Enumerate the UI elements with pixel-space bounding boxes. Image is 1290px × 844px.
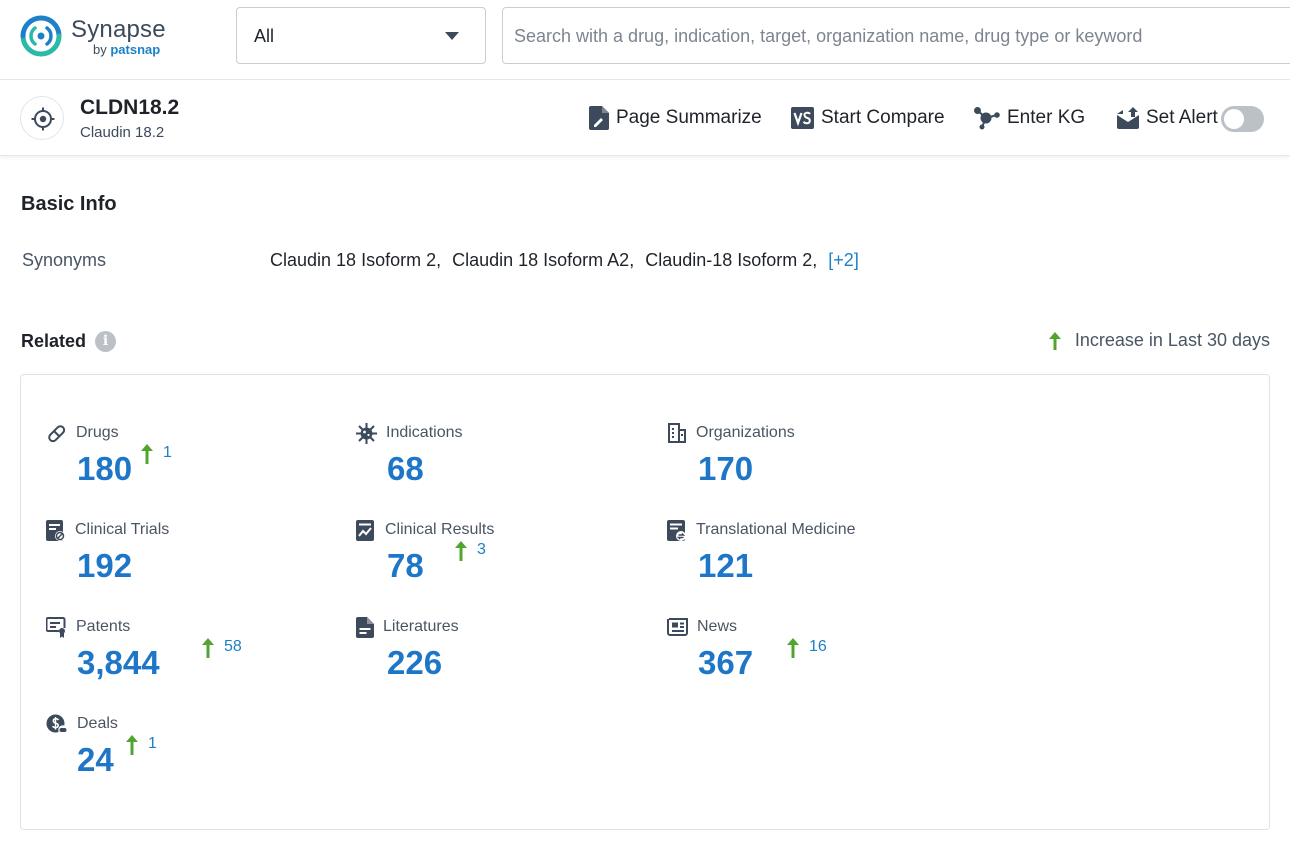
basic-info-heading: Basic Info [21,193,117,216]
arrow-up-icon [202,638,214,658]
related-item-count: 24 [77,741,114,779]
related-item-count: 3,844 [77,644,160,682]
target-title: CLDN18.2 [80,96,179,120]
set-alert-label: Set Alert [1146,107,1218,129]
related-item-increase: 58 [224,638,242,656]
summarize-doc-icon [589,106,609,130]
synonyms-list: Claudin 18 Isoform 2, Claudin 18 Isoform … [270,250,859,271]
search-input[interactable] [514,22,1284,50]
vs-compare-icon [791,107,814,129]
related-item-patents[interactable]: Patents 3,844 58 [46,617,336,697]
related-item-clinical-results[interactable]: Clinical Results 78 3 [356,520,646,600]
related-item-deals[interactable]: Deals 24 1 [46,714,336,794]
related-item-drugs[interactable]: Drugs 180 1 [46,423,336,503]
related-panel: Drugs 180 1 Indications 68 [20,374,1270,830]
related-item-indications[interactable]: Indications 68 [356,423,646,503]
synonym-item: Claudin 18 Isoform A2, [452,250,634,270]
top-bar: Synapse by patsnap All [0,0,1290,80]
search-scope-select[interactable]: All [236,7,486,64]
document-icon [356,617,374,638]
brand-byline: by patsnap [93,42,160,57]
clipboard-icon [46,520,66,541]
related-item-count: 226 [387,644,442,682]
related-item-label: Clinical Trials [75,521,169,539]
newspaper-icon [667,618,688,636]
arrow-up-icon [1049,332,1061,350]
alert-mail-icon [1117,107,1139,129]
related-item-count: 367 [698,644,753,682]
synonym-item: Claudin 18 Isoform 2, [270,250,441,270]
related-item-increase: 16 [809,638,827,656]
search-box [502,7,1290,64]
target-subtitle: Claudin 18.2 [80,124,164,141]
synapse-logo-icon [19,14,63,58]
related-item-count: 68 [387,450,424,488]
synonyms-more-link[interactable]: [+2] [828,250,859,270]
related-item-increase: 3 [477,541,486,559]
increase-legend: Increase in Last 30 days [1049,330,1270,351]
related-item-translational-medicine[interactable]: Translational Medicine 121 [667,520,957,600]
info-icon[interactable]: i [95,331,116,352]
related-item-organizations[interactable]: Organizations 170 [667,423,957,503]
related-item-increase: 1 [163,444,172,462]
synonym-item: Claudin-18 Isoform 2, [645,250,817,270]
related-item-label: Organizations [696,424,795,442]
set-alert-button[interactable]: Set Alert [1117,105,1218,131]
certificate-icon [46,617,67,638]
arrow-up-icon [141,444,153,464]
synapse-logo[interactable]: Synapse by patsnap [19,14,169,62]
knowledge-graph-icon [973,106,1000,130]
pill-icon [46,423,67,444]
page-summarize-button[interactable]: Page Summarize [589,105,762,131]
target-header: CLDN18.2 Claudin 18.2 Page Summarize Sta… [0,80,1290,156]
related-item-label: Translational Medicine [696,521,855,539]
related-item-label: Deals [77,715,118,733]
related-item-label: News [697,618,737,636]
enter-kg-label: Enter KG [1007,107,1085,129]
toggle-knob [1224,109,1244,129]
page-summarize-label: Page Summarize [616,107,762,129]
money-icon [46,714,68,735]
related-item-literatures[interactable]: Literatures 226 [356,617,646,697]
arrow-up-icon [126,735,138,755]
related-item-count: 170 [698,450,753,488]
enter-kg-button[interactable]: Enter KG [973,105,1085,131]
chart-doc-icon [356,520,376,541]
caret-down-icon [445,32,459,40]
set-alert-toggle[interactable] [1221,106,1264,132]
search-scope-value: All [254,26,274,47]
start-compare-label: Start Compare [821,107,945,129]
related-item-label: Literatures [383,618,459,636]
related-item-news[interactable]: News 367 16 [667,617,957,697]
related-item-count: 121 [698,547,753,585]
target-icon [20,96,64,140]
related-item-count: 78 [387,547,424,585]
related-item-label: Drugs [76,424,119,442]
related-heading: Related [21,331,86,352]
related-item-clinical-trials[interactable]: Clinical Trials 192 [46,520,336,600]
building-icon [667,423,687,443]
virus-icon [356,423,377,444]
brand-name: Synapse [71,16,166,44]
related-item-label: Patents [76,618,130,636]
increase-legend-label: Increase in Last 30 days [1075,330,1270,351]
related-item-label: Indications [386,424,463,442]
related-item-label: Clinical Results [385,521,494,539]
related-item-count: 192 [77,547,132,585]
arrow-up-icon [787,638,799,658]
related-item-increase: 1 [148,735,157,753]
doc-exchange-icon [667,520,687,541]
arrow-up-icon [455,541,467,561]
start-compare-button[interactable]: Start Compare [791,105,945,131]
related-item-count: 180 [77,450,132,488]
synonyms-label: Synonyms [22,250,106,271]
